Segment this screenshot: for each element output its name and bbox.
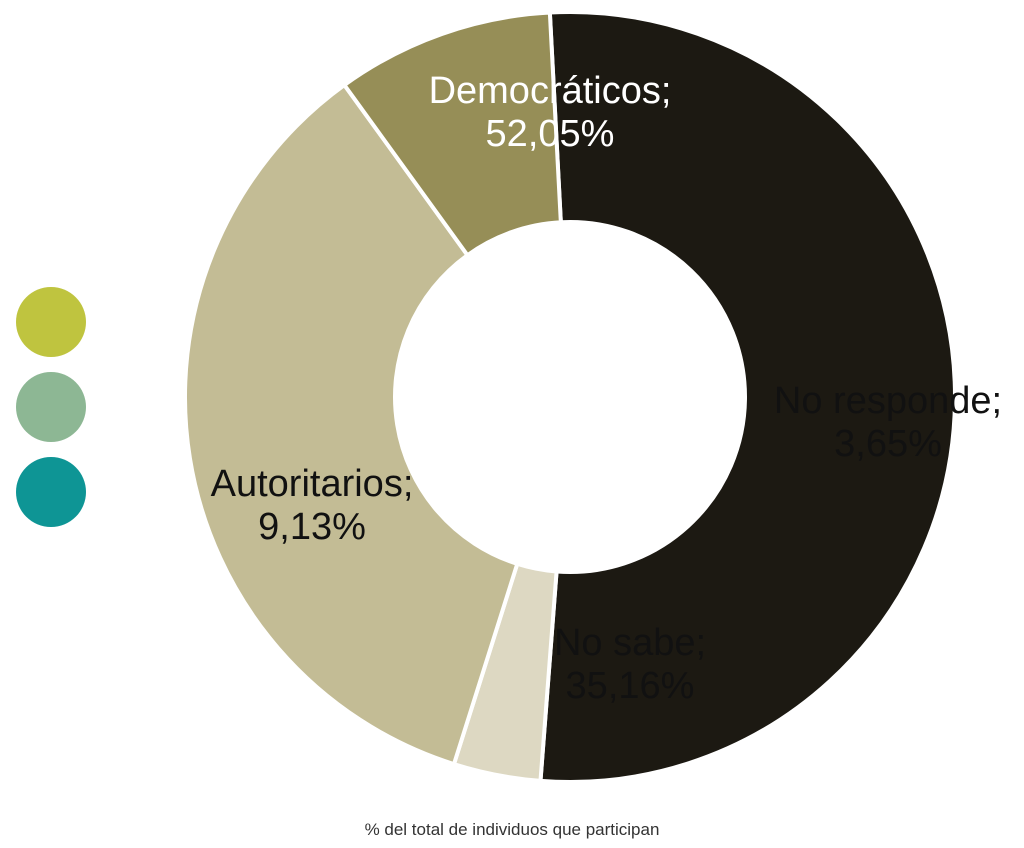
legend-marker <box>16 287 86 357</box>
data-label-autoritarios: Autoritarios; 9,13% <box>211 463 414 548</box>
data-label-value: 52,05% <box>486 113 615 155</box>
data-label-value: 35,16% <box>566 665 695 707</box>
data-label-no-sabe: No sabe; 35,16% <box>554 622 706 707</box>
data-label-value: 9,13% <box>258 506 366 548</box>
slice-no-sabe <box>183 82 520 767</box>
legend-marker <box>16 372 86 442</box>
slice-autoritarios <box>341 10 563 258</box>
data-label-democr-ticos: Democráticos; 52,05% <box>429 70 672 155</box>
data-label-name: No responde; <box>774 380 1002 422</box>
slice-democr-ticos <box>538 10 957 784</box>
chart-caption: % del total de individuos que participan <box>364 820 660 839</box>
data-label-name: No sabe; <box>554 622 706 664</box>
legend-marker <box>16 457 86 527</box>
data-label-value: 3,65% <box>834 423 942 465</box>
data-label-name: Democráticos; <box>429 70 672 112</box>
data-label-name: Autoritarios; <box>211 463 414 505</box>
data-label-no-responde: No responde; 3,65% <box>774 380 1002 465</box>
